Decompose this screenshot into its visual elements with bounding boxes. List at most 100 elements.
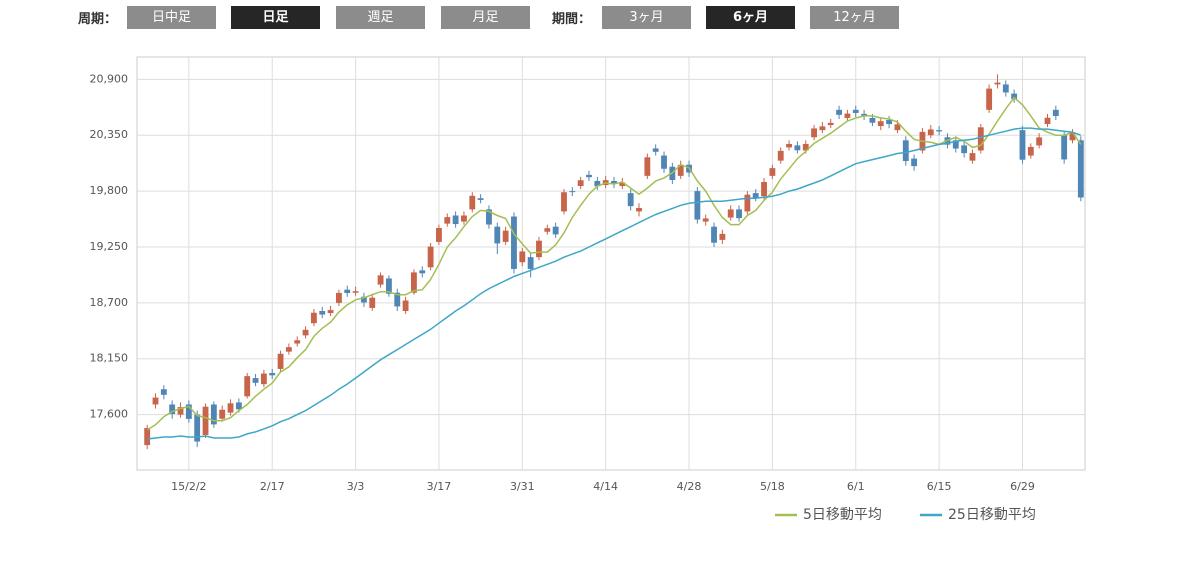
candle-body (902, 140, 909, 162)
x-tick-label: 3/17 (427, 480, 452, 493)
candle-body (569, 191, 576, 193)
candle-body (277, 353, 284, 369)
candle-body (486, 209, 492, 225)
candle-body (836, 109, 842, 115)
candle-body (1044, 117, 1051, 125)
candle-body (586, 174, 592, 178)
candle-body (1019, 130, 1026, 160)
candle-body (1027, 146, 1034, 156)
candle-body (360, 296, 367, 303)
candle-body (611, 180, 617, 184)
candle-body (761, 181, 767, 197)
candle-body (386, 278, 392, 294)
y-tick-label: 18,150 (90, 352, 129, 365)
candle-body (769, 168, 776, 176)
candle-body (911, 158, 918, 167)
candle-body (536, 240, 542, 258)
candle-body (677, 164, 684, 176)
candle-body (436, 227, 442, 242)
candle-body (210, 404, 217, 425)
candle-body (544, 228, 551, 232)
candle-body (310, 312, 317, 324)
candle-body (552, 226, 559, 235)
candle-body (244, 376, 251, 397)
candle-body (269, 372, 276, 376)
candle-body (627, 193, 634, 207)
candle-body (477, 198, 484, 200)
candle-body (636, 207, 642, 212)
candle-body (561, 192, 567, 212)
y-tick-label: 20,900 (90, 72, 129, 85)
candle-body (852, 109, 859, 113)
y-tick-label: 17,600 (90, 408, 129, 421)
legend-label: 25日移動平均 (948, 507, 1036, 523)
candle-body (152, 397, 159, 405)
plot-frame (136, 56, 1086, 471)
candle-body (619, 182, 626, 187)
period-button[interactable]: 日足 (231, 6, 320, 29)
candle-body (744, 194, 751, 212)
candle-body (402, 300, 409, 311)
candle-body (335, 292, 342, 303)
candle-body (527, 257, 534, 269)
candle-body (711, 226, 717, 243)
candle-body (452, 215, 459, 225)
candle-body (169, 404, 176, 415)
y-tick-label: 19,800 (90, 184, 129, 197)
candle-body (185, 404, 192, 419)
candle-body (394, 292, 401, 307)
x-tick-label: 5/18 (760, 480, 785, 493)
candle-body (894, 124, 901, 131)
candle-body (969, 153, 976, 161)
range-button[interactable]: 12ヶ月 (810, 6, 899, 29)
y-tick-label: 20,350 (90, 128, 129, 141)
candle-body (661, 155, 667, 169)
candle-body (877, 121, 884, 127)
x-tick-label: 2/17 (260, 480, 285, 493)
candle-body (652, 148, 659, 152)
candle-body (811, 128, 817, 138)
candle-body (202, 406, 209, 435)
x-tick-label: 15/2/2 (171, 480, 206, 493)
range-button[interactable]: 6ヶ月 (706, 6, 795, 29)
candle-body (1061, 135, 1068, 160)
candle-body (411, 272, 417, 293)
candle-body (252, 378, 259, 383)
candle-body (752, 193, 759, 198)
candle-body (786, 143, 792, 148)
candle-body (986, 88, 993, 110)
candle-body (369, 297, 376, 308)
candle-body (377, 275, 384, 285)
candle-body (1069, 132, 1076, 141)
legend-label: 5日移動平均 (803, 507, 882, 523)
x-tick-label: 6/1 (847, 480, 865, 493)
candle-body (444, 217, 451, 224)
candle-body (844, 113, 851, 118)
candle-body (719, 233, 726, 240)
candle-body (194, 414, 201, 442)
period-button[interactable]: 月足 (441, 6, 530, 29)
moving-average-line (147, 127, 1082, 440)
candle-body (1077, 140, 1084, 198)
candle-body (352, 291, 359, 293)
candle-body (469, 195, 476, 210)
candle-body (802, 143, 809, 151)
candle-body (511, 216, 517, 269)
period-button[interactable]: 週足 (336, 6, 425, 29)
y-tick-label: 18,700 (90, 296, 129, 309)
candle-body (794, 145, 801, 151)
period-button[interactable]: 日中足 (127, 6, 216, 29)
range-button[interactable]: 3ヶ月 (602, 6, 691, 29)
candle-body (344, 289, 351, 294)
x-tick-label: 4/14 (593, 480, 618, 493)
candle-body (994, 82, 1001, 85)
candle-body (577, 180, 584, 187)
candle-body (177, 407, 184, 415)
y-tick-label: 19,250 (90, 240, 129, 253)
candle-body (977, 127, 984, 151)
candle-body (219, 409, 226, 419)
candle-body (260, 373, 267, 385)
candle-body (961, 145, 968, 154)
